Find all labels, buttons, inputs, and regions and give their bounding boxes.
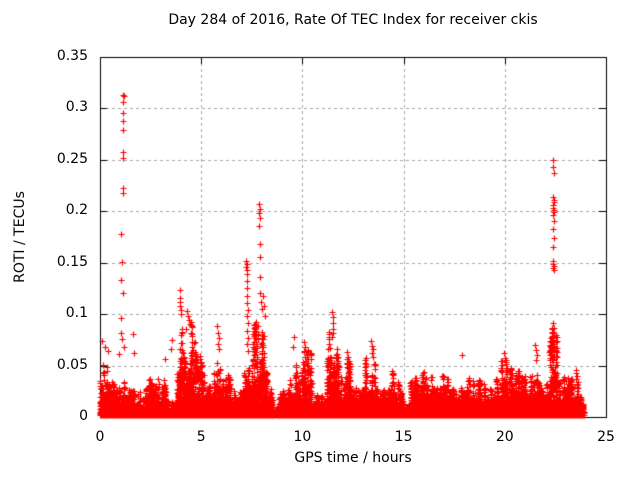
chart-title: Day 284 of 2016, Rate Of TEC Index for r… bbox=[168, 12, 538, 28]
x-tick-label: 10 bbox=[293, 429, 312, 445]
y-tick-label: 0.35 bbox=[56, 48, 88, 64]
x-tick-label: 20 bbox=[495, 429, 514, 445]
y-tick-label: 0.3 bbox=[65, 99, 88, 116]
y-tick-label: 0.2 bbox=[65, 202, 88, 219]
y-tick-label: 0.15 bbox=[56, 253, 88, 270]
x-tick-label: 0 bbox=[95, 429, 105, 445]
y-axis-label: ROTI / TECUs bbox=[12, 191, 28, 283]
x-tick-label: 15 bbox=[394, 429, 413, 445]
x-tick-label: 25 bbox=[597, 429, 615, 445]
x-axis-label: GPS time / hours bbox=[294, 450, 412, 466]
y-tick-label: 0.25 bbox=[56, 150, 88, 167]
y-tick-label: 0.1 bbox=[65, 305, 88, 322]
y-tick-label: 0 bbox=[79, 408, 88, 424]
y-tick-label: 0.05 bbox=[56, 356, 88, 373]
x-tick-label: 5 bbox=[196, 429, 206, 445]
